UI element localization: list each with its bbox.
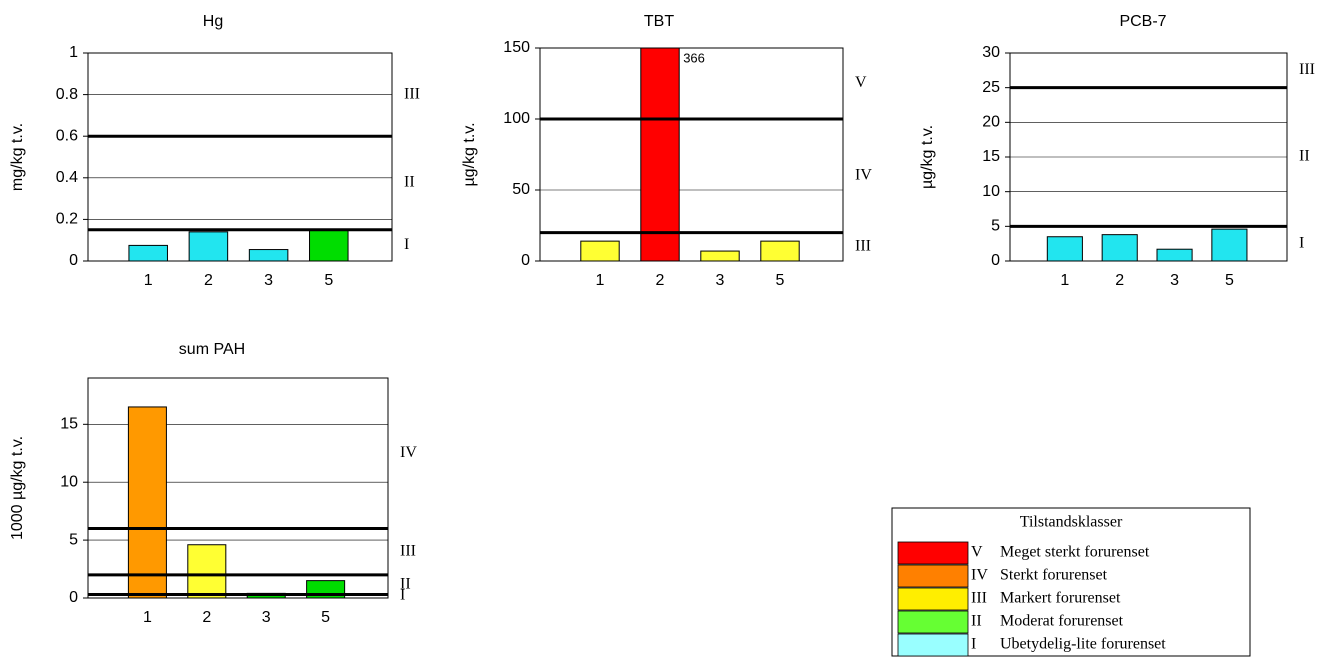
legend-swatch bbox=[897, 610, 969, 634]
y-tick-label: 15 bbox=[60, 416, 78, 433]
legend-title: Tilstandsklasser bbox=[1020, 514, 1123, 531]
y-tick-label: 0 bbox=[69, 252, 78, 269]
class-label: IV bbox=[400, 444, 417, 461]
class-label: I bbox=[404, 236, 409, 253]
class-label: IV bbox=[855, 166, 872, 183]
y-tick-label: 150 bbox=[503, 39, 530, 56]
y-tick-label: 0 bbox=[991, 252, 1000, 269]
bar bbox=[1046, 236, 1083, 261]
x-tick-label: 5 bbox=[324, 272, 333, 289]
bar bbox=[1101, 234, 1138, 261]
x-tick-label: 2 bbox=[202, 609, 211, 626]
legend-class: V bbox=[971, 544, 983, 561]
y-axis-label: µg/kg t.v. bbox=[919, 125, 936, 189]
bar bbox=[700, 250, 740, 261]
legend-label: Sterkt forurenset bbox=[1000, 567, 1108, 584]
x-tick-label: 1 bbox=[596, 272, 605, 289]
class-label: I bbox=[400, 587, 405, 604]
x-tick-label: 1 bbox=[143, 609, 152, 626]
y-axis-label: 1000 µg/kg t.v. bbox=[9, 436, 26, 540]
legend-swatch bbox=[897, 564, 969, 588]
legend-label: Markert forurenset bbox=[1000, 590, 1121, 607]
legend-class: III bbox=[971, 590, 987, 607]
bar bbox=[127, 406, 167, 598]
bar bbox=[187, 544, 227, 598]
y-tick-label: 1 bbox=[69, 44, 78, 61]
y-tick-label: 5 bbox=[991, 218, 1000, 235]
legend-label: Ubetydelig-lite forurenset bbox=[1000, 636, 1166, 653]
x-tick-label: 3 bbox=[262, 609, 271, 626]
x-tick-label: 2 bbox=[204, 272, 213, 289]
class-label: V bbox=[855, 74, 867, 91]
bar bbox=[188, 231, 229, 261]
y-tick-label: 15 bbox=[982, 148, 1000, 165]
legend-label: Meget sterkt forurenset bbox=[1000, 544, 1150, 561]
y-tick-label: 0.6 bbox=[56, 127, 78, 144]
y-tick-label: 5 bbox=[69, 531, 78, 548]
y-tick-label: 20 bbox=[982, 114, 1000, 131]
y-tick-label: 100 bbox=[503, 110, 530, 127]
class-label: III bbox=[400, 542, 416, 559]
legend-swatch bbox=[897, 587, 969, 611]
legend-class: IV bbox=[971, 567, 988, 584]
chart-title: Hg bbox=[203, 13, 223, 30]
legend-class: I bbox=[971, 636, 976, 653]
chart-title: TBT bbox=[644, 13, 674, 30]
class-label: II bbox=[400, 575, 411, 592]
y-tick-label: 0 bbox=[521, 252, 530, 269]
legend-label: Moderat forurenset bbox=[1000, 613, 1124, 630]
chart-title: sum PAH bbox=[179, 341, 245, 358]
y-tick-label: 10 bbox=[982, 183, 1000, 200]
y-tick-label: 25 bbox=[982, 79, 1000, 96]
x-tick-label: 5 bbox=[776, 272, 785, 289]
bar bbox=[248, 249, 289, 261]
legend-class: II bbox=[971, 613, 982, 630]
y-tick-label: 30 bbox=[982, 44, 1000, 61]
plot-frame bbox=[87, 377, 389, 599]
bar bbox=[760, 240, 800, 261]
x-tick-label: 5 bbox=[321, 609, 330, 626]
plot-frame bbox=[539, 47, 844, 262]
class-label: III bbox=[855, 237, 871, 254]
x-tick-label: 3 bbox=[1170, 272, 1179, 289]
value-label: 366 bbox=[683, 50, 705, 65]
y-axis-label: mg/kg t.v. bbox=[9, 123, 26, 191]
y-tick-label: 0.2 bbox=[56, 211, 78, 228]
x-tick-label: 1 bbox=[1060, 272, 1069, 289]
x-tick-label: 2 bbox=[1115, 272, 1124, 289]
x-tick-label: 5 bbox=[1225, 272, 1234, 289]
bar bbox=[128, 244, 168, 261]
y-axis-label: µg/kg t.v. bbox=[461, 122, 478, 186]
x-tick-label: 2 bbox=[656, 272, 665, 289]
bar bbox=[309, 229, 349, 261]
class-label: II bbox=[404, 174, 415, 191]
y-tick-label: 0.8 bbox=[56, 86, 78, 103]
legend-swatch bbox=[897, 541, 969, 565]
class-label: I bbox=[1299, 234, 1304, 251]
bar bbox=[580, 240, 620, 261]
y-tick-label: 10 bbox=[60, 473, 78, 490]
y-tick-label: 0 bbox=[69, 589, 78, 606]
y-tick-label: 0.4 bbox=[56, 169, 78, 186]
bar bbox=[1211, 228, 1248, 261]
class-label: II bbox=[1299, 148, 1310, 165]
x-tick-label: 3 bbox=[264, 272, 273, 289]
bar bbox=[640, 48, 680, 261]
legend-swatch bbox=[897, 633, 969, 657]
x-tick-label: 3 bbox=[716, 272, 725, 289]
x-tick-label: 1 bbox=[144, 272, 153, 289]
class-label: III bbox=[404, 85, 420, 102]
bar bbox=[1156, 248, 1193, 261]
class-label: III bbox=[1299, 61, 1315, 78]
plot-frame bbox=[87, 52, 393, 262]
y-tick-label: 50 bbox=[512, 181, 530, 198]
chart-title: PCB-7 bbox=[1119, 13, 1166, 30]
plot-frame bbox=[1009, 52, 1288, 262]
